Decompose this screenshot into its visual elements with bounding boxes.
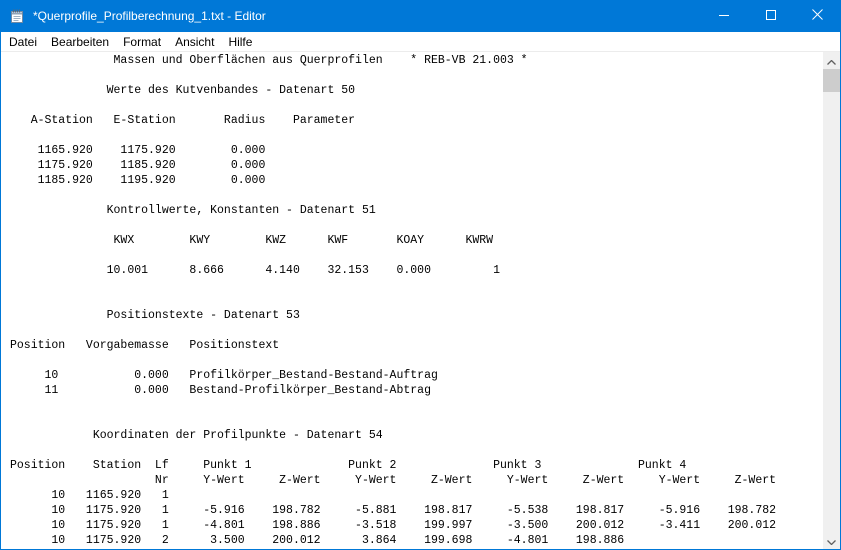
editor-text[interactable]: Massen und Oberflächen aus Querprofilen … <box>10 54 777 547</box>
close-icon <box>812 7 823 25</box>
notepad-icon <box>9 8 25 24</box>
menu-item-bearbeiten[interactable]: Bearbeiten <box>51 34 110 49</box>
scroll-down-button[interactable] <box>823 532 840 549</box>
vertical-scrollbar[interactable] <box>823 52 840 549</box>
window-controls <box>700 0 840 32</box>
title-bar: *Querprofile_Profilberechnung_1.txt - Ed… <box>1 0 840 32</box>
scroll-up-button[interactable] <box>823 52 840 69</box>
scroll-down-icon <box>827 532 836 550</box>
maximize-icon <box>765 7 776 25</box>
menu-item-ansicht[interactable]: Ansicht <box>175 34 215 49</box>
menu-item-datei[interactable]: Datei <box>9 34 38 49</box>
editor-area: Massen und Oberflächen aus Querprofilen … <box>1 52 840 549</box>
close-button[interactable] <box>794 0 840 32</box>
minimize-icon <box>718 7 729 25</box>
menu-item-hilfe[interactable]: Hilfe <box>228 34 253 49</box>
menu-bar: Datei Bearbeiten Format Ansicht Hilfe <box>1 32 840 52</box>
maximize-button[interactable] <box>747 0 794 32</box>
scroll-thumb[interactable] <box>823 69 840 92</box>
minimize-button[interactable] <box>700 0 747 32</box>
window-title: *Querprofile_Profilberechnung_1.txt - Ed… <box>33 9 266 23</box>
menu-item-format[interactable]: Format <box>123 34 162 49</box>
scroll-up-icon <box>827 52 836 70</box>
